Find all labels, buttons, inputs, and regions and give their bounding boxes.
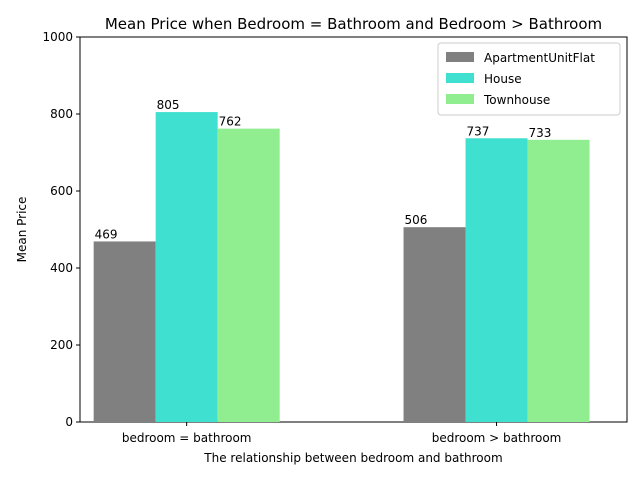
chart-title: Mean Price when Bedroom = Bathroom and B…: [105, 15, 602, 33]
bar-apartmentunitflat-1: [403, 227, 466, 422]
data-labels: 469 805 762 506 737 733: [95, 98, 552, 241]
data-label: 733: [529, 126, 552, 140]
legend-entry: ApartmentUnitFlat: [484, 51, 595, 65]
data-label: 506: [405, 213, 428, 227]
data-label: 469: [95, 227, 118, 241]
bar-apartmentunitflat-0: [93, 241, 156, 422]
plot-frame: [79, 36, 628, 423]
y-tick-label: 1000: [42, 30, 73, 44]
legend-swatch: [446, 73, 474, 83]
y-tick-label: 400: [50, 261, 73, 275]
y-tick-label: 0: [65, 415, 73, 429]
legend-entry: Townhouse: [483, 93, 550, 107]
data-label: 737: [467, 124, 490, 138]
y-tick-label: 200: [50, 338, 73, 352]
legend-swatch: [446, 52, 474, 62]
x-axis: bedroom = bathroom bedroom > bathroom: [122, 422, 562, 445]
data-label: 805: [157, 98, 180, 112]
y-tick-label: 600: [50, 184, 73, 198]
x-tick-label: bedroom > bathroom: [432, 431, 562, 445]
legend-box: [437, 42, 621, 116]
bar-house-0: [155, 112, 218, 422]
data-label: 762: [219, 115, 242, 129]
x-axis-label: The relationship between bedroom and bat…: [203, 451, 502, 465]
y-tick-label: 800: [50, 107, 73, 121]
y-axis: 0 200 400 600 800 1000: [42, 30, 80, 429]
x-tick-label: bedroom = bathroom: [122, 431, 252, 445]
bar-townhouse-0: [217, 128, 280, 422]
legend: ApartmentUnitFlat House Townhouse: [437, 42, 621, 116]
bar-house-1: [465, 138, 528, 422]
legend-swatch: [446, 94, 474, 104]
y-axis-label: Mean Price: [15, 197, 29, 263]
bars: [93, 112, 590, 423]
bar-townhouse-1: [527, 139, 590, 423]
legend-entry: House: [484, 72, 522, 86]
